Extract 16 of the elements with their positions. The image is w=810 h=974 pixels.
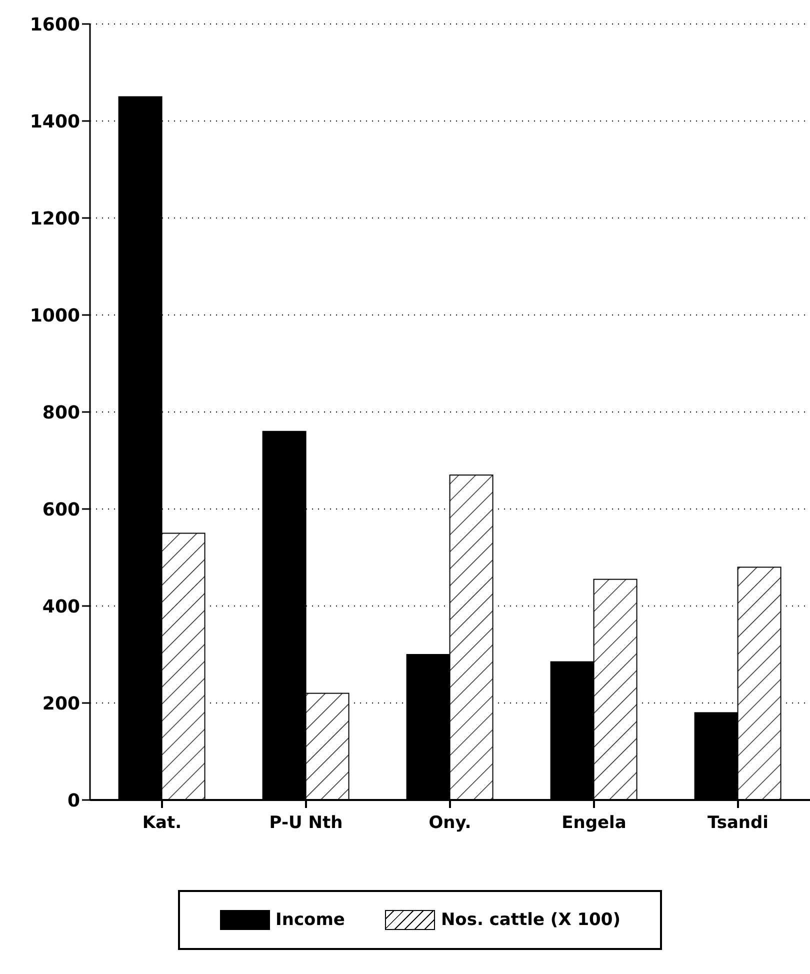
- y-tick-label: 800: [42, 402, 80, 424]
- y-tick-label: 1600: [30, 14, 80, 36]
- y-tick-label: 1200: [30, 208, 80, 230]
- x-tick-label: P-U Nth: [269, 813, 343, 834]
- x-tick-label: Engela: [562, 813, 626, 834]
- y-tick-label: 1000: [30, 305, 80, 326]
- x-tick-label: Tsandi: [707, 813, 769, 834]
- y-tick-label: 400: [42, 596, 80, 618]
- y-tick-label: 0: [67, 790, 80, 812]
- x-tick-label: Kat.: [142, 813, 182, 834]
- legend-label: Nos. cattle (X 100): [440, 910, 620, 930]
- y-tick-label: 600: [42, 499, 80, 520]
- y-tick-label: 1400: [30, 111, 80, 132]
- x-tick-label: Ony.: [428, 813, 472, 834]
- legend-label: Income: [276, 910, 345, 930]
- y-tick-label: 200: [42, 693, 80, 714]
